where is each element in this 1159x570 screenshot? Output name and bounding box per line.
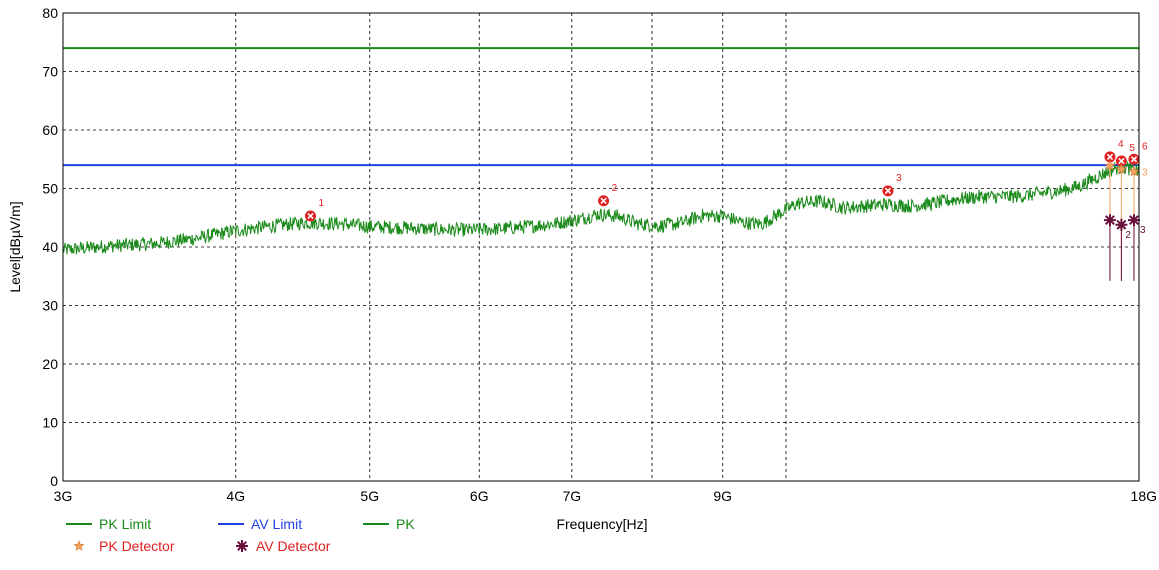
- y-axis-label: Level[dBµV/m]: [7, 201, 23, 292]
- av-detector-label: 3: [1140, 225, 1146, 236]
- y-tick-label: 10: [42, 415, 58, 431]
- pk-detector-marker: [1104, 159, 1116, 171]
- x-tick-label: 3G: [54, 488, 73, 504]
- x-tick-label: 4G: [226, 488, 245, 504]
- peak-marker-label: 6: [1142, 141, 1148, 152]
- av-detector-label: 2: [1125, 230, 1131, 241]
- legend-label: PK Detector: [99, 538, 175, 554]
- legend: PK Limit AV Limit PK PK Detector AV Detector: [66, 516, 415, 554]
- x-tick-label: 7G: [562, 488, 581, 504]
- pk-trace-line: [62, 159, 1140, 255]
- pk-detector-label: 3: [1142, 168, 1148, 179]
- peak-marker-x: [600, 197, 607, 204]
- av-detector-marker: [1103, 214, 1116, 227]
- x-axis-label: Frequency[Hz]: [556, 516, 647, 532]
- pk-detector-marker: [1128, 165, 1140, 177]
- legend-label: AV Detector: [256, 538, 331, 554]
- peak-marker-x: [1130, 156, 1138, 163]
- y-tick-label: 20: [42, 356, 58, 372]
- y-tick-label: 40: [42, 239, 58, 255]
- x-tick-label: 9G: [713, 488, 732, 504]
- legend-label: PK Limit: [99, 516, 151, 532]
- peak-marker-label: 1: [318, 198, 324, 209]
- legend-swatch-asterisk: [236, 540, 248, 552]
- y-tick-label: 60: [42, 122, 58, 138]
- peak-marker-label: 4: [1118, 139, 1124, 150]
- x-tick-label: 5G: [360, 488, 379, 504]
- av-detector-marker: [1127, 214, 1140, 227]
- peak-marker-x: [307, 212, 314, 220]
- peak-marker-x: [884, 187, 892, 195]
- limit-lines: [63, 47, 1139, 167]
- x-tick-label: 18G: [1131, 488, 1157, 504]
- x-tick-label: 6G: [470, 488, 489, 504]
- peak-marker-label: 2: [612, 183, 618, 194]
- peak-marker-x: [1106, 153, 1114, 161]
- pk-trace: [62, 159, 1140, 255]
- y-tick-label: 80: [42, 5, 58, 21]
- pk-detector-marker: [1115, 163, 1127, 174]
- peak-marker-x: [1118, 157, 1125, 165]
- peak-marker-label: 5: [1129, 143, 1135, 154]
- y-tick-label: 50: [42, 181, 58, 197]
- av-detector-marker: [1115, 218, 1128, 231]
- y-tick-labels: 0 10 20 30 40 50 60 70 80: [42, 5, 58, 489]
- plot-frame: [62, 12, 1140, 482]
- y-tick-label: 0: [50, 473, 58, 489]
- grid: [63, 13, 1139, 481]
- legend-label: AV Limit: [251, 516, 302, 532]
- y-tick-label: 30: [42, 298, 58, 314]
- peak-marker-label: 3: [896, 173, 902, 184]
- y-tick-label: 70: [42, 64, 58, 80]
- x-tick-labels: 3G 4G 5G 6G 7G 9G 18G: [54, 488, 1157, 504]
- legend-label: PK: [396, 516, 415, 532]
- legend-swatch-star: [73, 540, 85, 551]
